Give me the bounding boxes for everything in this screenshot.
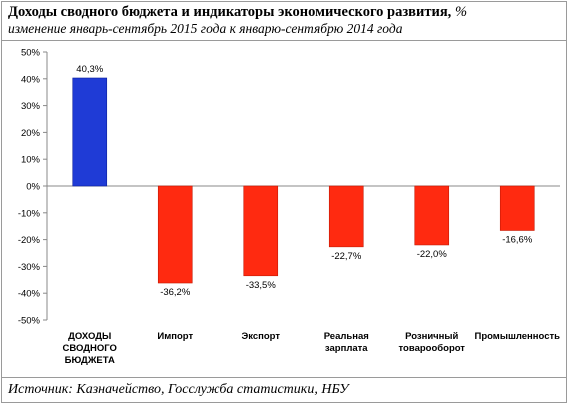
- y-tick-label: 50%: [21, 48, 41, 59]
- y-tick-label: -30%: [18, 262, 41, 273]
- bar: [414, 185, 450, 246]
- category-label: Экспорт: [241, 331, 280, 342]
- bar: [328, 185, 364, 248]
- category-label: Промышленность: [475, 331, 561, 342]
- bar-value-label: -22,7%: [331, 251, 362, 262]
- bar: [157, 185, 193, 284]
- bar-value-label: 40,3%: [76, 64, 103, 75]
- source-note: Источник: Казначейство, Госслужба статис…: [8, 382, 349, 397]
- bar: [72, 77, 108, 187]
- category-label: Импорт: [157, 331, 193, 342]
- y-tick-label: -10%: [18, 208, 41, 219]
- bar-value-label: -33,5%: [246, 280, 277, 291]
- y-tick-label: -40%: [18, 289, 41, 300]
- category-label: Реальная зарплата: [324, 331, 369, 354]
- bar-chart: 50% 40% 30% 20% 10% 0% -10% -20% -30% -40% -50% 40,…: [18, 48, 561, 367]
- y-tick-label: 0%: [26, 182, 40, 193]
- y-tick-label: 10%: [21, 155, 41, 166]
- bar: [243, 185, 279, 277]
- category-label: Розничный товарооборот: [399, 331, 466, 354]
- y-tick-label: -50%: [18, 316, 41, 327]
- bar-value-label: -16,6%: [502, 234, 533, 245]
- chart-title: Доходы сводного бюджета и индикаторы эко…: [8, 4, 468, 20]
- y-tick-label: 20%: [21, 128, 41, 139]
- bar-value-label: -22,0%: [417, 249, 448, 260]
- y-tick-label: 30%: [21, 101, 41, 112]
- y-tick-label: -20%: [18, 235, 41, 246]
- header-divider: [1, 40, 567, 41]
- y-tick-label: 40%: [21, 74, 41, 85]
- chart-subtitle: изменение январь-сентябрь 2015 года к ян…: [8, 21, 403, 36]
- bar-value-label: -36,2%: [160, 287, 191, 298]
- category-label: ДОХОДЫ СВОДНОГО БЮДЖЕТА: [63, 331, 117, 366]
- footer-divider: [1, 377, 567, 378]
- chart-title-unit: %: [454, 4, 468, 20]
- bar: [499, 185, 535, 231]
